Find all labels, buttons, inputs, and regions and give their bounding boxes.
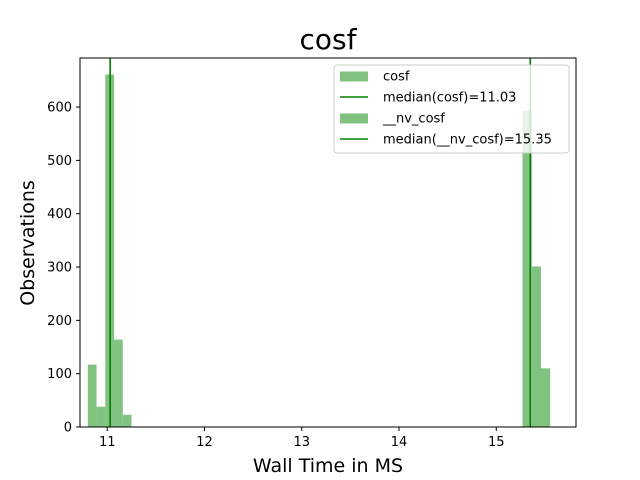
histogram-bar-1-4 [114, 339, 123, 427]
x-tick-label: 11 [99, 435, 116, 450]
legend-box [333, 64, 570, 154]
plot-area [87, 58, 551, 428]
legend-label: median(__nv_cosf)=15.35 [383, 133, 552, 148]
y-tick-label: 100 [47, 367, 72, 382]
x-tick-label: 15 [488, 435, 505, 450]
legend-label: cosf [383, 70, 410, 85]
legend-patch [340, 113, 368, 124]
histogram-bar-1-1 [87, 364, 97, 427]
x-tick-label: 12 [196, 435, 213, 450]
chart-title: cosf [300, 23, 358, 56]
y-tick-label: 600 [47, 101, 72, 116]
y-tick-label: 500 [47, 154, 72, 169]
y-tick-label: 300 [47, 261, 72, 276]
x-axis-label: Wall Time in MS [253, 455, 403, 477]
y-tick-label: 0 [64, 421, 72, 436]
histogram-bar-1-5 [122, 414, 132, 427]
legend-label: median(cosf)=11.03 [383, 91, 516, 106]
histogram-bar-2-2 [531, 266, 541, 427]
y-axis-label: Observations [17, 180, 39, 306]
y-tick-label: 200 [47, 314, 72, 329]
histogram-bar-1-2 [96, 406, 106, 427]
legend: cosf median(cosf)=11.03 __nv_cosf median(__… [333, 64, 570, 154]
y-tick-label: 400 [47, 207, 72, 222]
legend-label: __nv_cosf [382, 112, 445, 127]
axes: 11 12 13 14 15 0 100 200 300 400 500 600 [47, 57, 577, 450]
x-tick-label: 14 [391, 435, 408, 450]
x-tick-label: 13 [293, 435, 310, 450]
histogram-bar-2-1 [522, 110, 532, 427]
axes-frame [79, 57, 577, 428]
histogram-bar-2-3 [540, 368, 551, 427]
legend-patch [340, 71, 368, 82]
